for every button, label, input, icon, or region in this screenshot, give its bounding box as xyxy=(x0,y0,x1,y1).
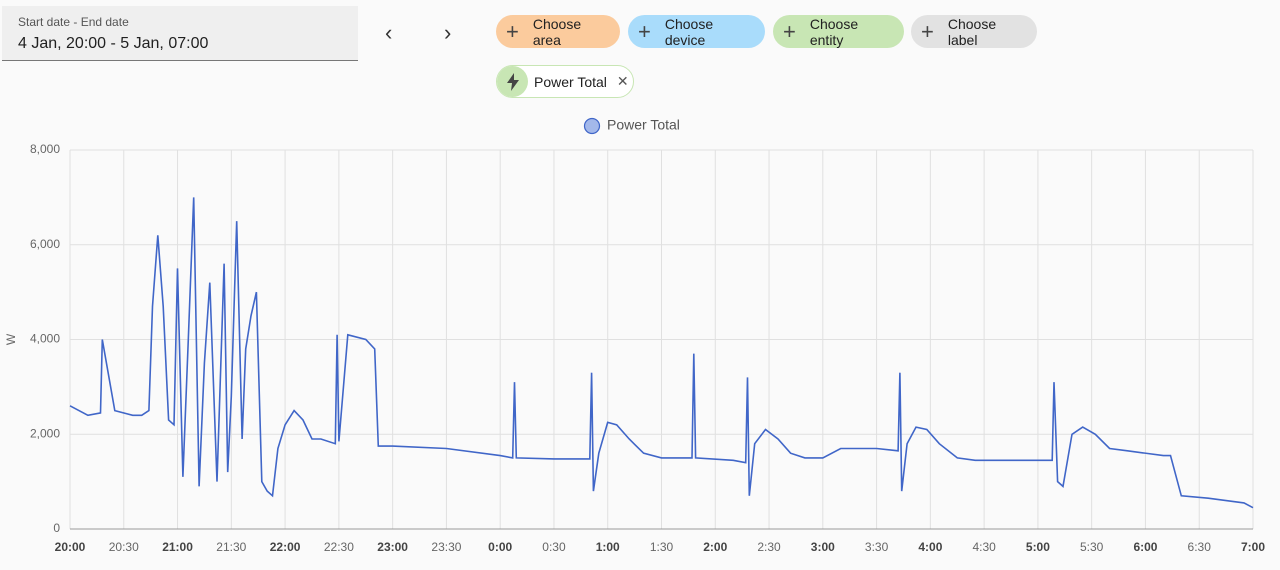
prev-button[interactable]: ‹ xyxy=(385,20,393,45)
entity-icon xyxy=(497,66,528,97)
plus-icon: + xyxy=(506,18,519,44)
x-tick-label: 21:30 xyxy=(216,540,246,554)
chip-text: Choose device xyxy=(664,15,714,48)
x-tick-label: 3:30 xyxy=(865,540,889,554)
picker-value: 4 Jan, 20:00 - 5 Jan, 07:00 xyxy=(18,35,209,52)
x-tick-label: 20:30 xyxy=(109,540,139,554)
x-tick-label: 1:30 xyxy=(650,540,674,554)
plus-icon: + xyxy=(921,18,934,44)
x-tick-label: 22:30 xyxy=(324,540,354,554)
x-tick-label: 7:00 xyxy=(1241,540,1265,554)
x-tick-label: 0:00 xyxy=(488,540,512,554)
x-tick-label: 20:00 xyxy=(55,540,86,554)
filter-chip[interactable]: + Choose entity xyxy=(773,15,904,48)
y-tick-label: 2,000 xyxy=(30,426,60,440)
legend-label: Power Total xyxy=(607,117,680,133)
x-tick-label: 1:00 xyxy=(596,540,620,554)
y-axis-label: W xyxy=(4,333,18,345)
x-tick-label: 2:30 xyxy=(757,540,781,554)
date-picker[interactable]: Start date - End date 4 Jan, 20:00 - 5 J… xyxy=(2,6,358,61)
y-tick-label: 6,000 xyxy=(30,237,60,251)
selected-text: Power Total xyxy=(534,73,607,90)
next-button[interactable]: › xyxy=(444,20,452,45)
plus-icon: + xyxy=(638,18,651,44)
y-tick-label: 0 xyxy=(53,521,60,535)
x-tick-label: 3:00 xyxy=(811,540,835,554)
filter-chip[interactable]: + Choose label xyxy=(911,15,1037,48)
x-tick-label: 23:00 xyxy=(377,540,408,554)
remove-button[interactable]: ✕ xyxy=(616,73,629,89)
chip-text: Choose entity xyxy=(809,15,859,48)
x-tick-label: 5:30 xyxy=(1080,540,1104,554)
x-tick-label: 2:00 xyxy=(703,540,727,554)
x-tick-label: 5:00 xyxy=(1026,540,1050,554)
x-tick-label: 23:30 xyxy=(431,540,461,554)
selected-chip[interactable]: Power Total ✕ xyxy=(496,65,634,98)
x-tick-label: 22:00 xyxy=(270,540,301,554)
x-tick-label: 21:00 xyxy=(162,540,193,554)
filter-chip[interactable]: + Choose device xyxy=(628,15,765,48)
chip-text: Choose label xyxy=(947,15,997,48)
y-tick-label: 4,000 xyxy=(30,332,60,346)
x-tick-label: 6:30 xyxy=(1188,540,1212,554)
x-tick-label: 0:30 xyxy=(542,540,566,554)
x-tick-label: 4:30 xyxy=(972,540,996,554)
picker-label: Start date - End date xyxy=(18,15,129,29)
legend-marker xyxy=(583,117,601,135)
chip-text: Choose area xyxy=(532,15,582,48)
filter-chip[interactable]: + Choose area xyxy=(496,15,620,48)
y-tick-label: 8,000 xyxy=(30,142,60,156)
plus-icon: + xyxy=(783,18,796,44)
x-tick-label: 4:00 xyxy=(918,540,942,554)
line xyxy=(69,197,1254,509)
x-tick-label: 6:00 xyxy=(1133,540,1157,554)
